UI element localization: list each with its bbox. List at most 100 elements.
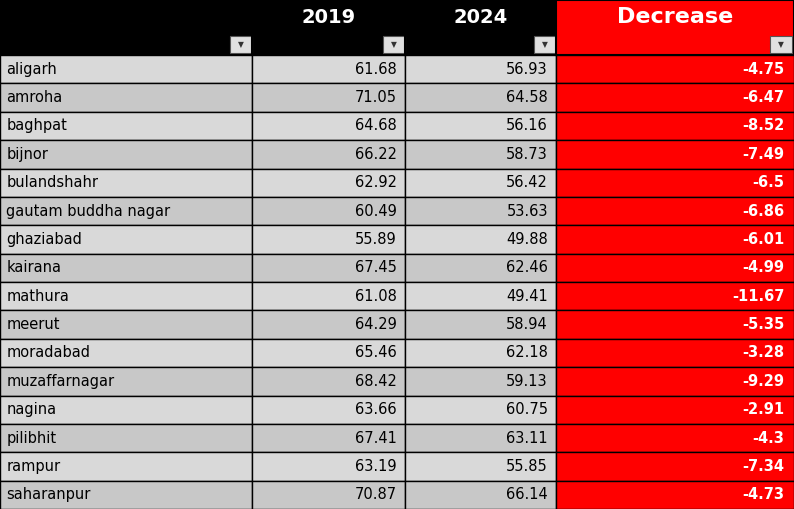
- Text: 61.68: 61.68: [355, 62, 397, 77]
- Bar: [556, 253, 794, 282]
- Text: 49.41: 49.41: [506, 289, 548, 304]
- Bar: [0, 0, 252, 34]
- Text: 64.29: 64.29: [355, 317, 397, 332]
- Bar: [0, 140, 252, 168]
- Text: 63.66: 63.66: [356, 402, 397, 417]
- Bar: [405, 339, 556, 367]
- Text: -8.52: -8.52: [742, 119, 784, 133]
- Text: 53.63: 53.63: [507, 204, 548, 218]
- Text: 67.41: 67.41: [355, 431, 397, 445]
- Bar: [230, 36, 252, 53]
- Bar: [405, 112, 556, 140]
- Bar: [252, 112, 405, 140]
- Text: -4.73: -4.73: [742, 487, 784, 502]
- Bar: [556, 168, 794, 197]
- Text: -4.99: -4.99: [742, 260, 784, 275]
- Bar: [0, 55, 252, 83]
- Bar: [405, 395, 556, 424]
- Bar: [252, 339, 405, 367]
- Bar: [556, 34, 794, 55]
- Text: -3.28: -3.28: [742, 346, 784, 360]
- Text: rampur: rampur: [6, 459, 60, 474]
- Bar: [0, 253, 252, 282]
- Bar: [0, 225, 252, 253]
- Text: 60.75: 60.75: [506, 402, 548, 417]
- Text: ▼: ▼: [238, 40, 245, 49]
- Bar: [405, 83, 556, 112]
- Text: 58.94: 58.94: [506, 317, 548, 332]
- Text: 55.89: 55.89: [355, 232, 397, 247]
- Bar: [556, 424, 794, 453]
- Text: 58.73: 58.73: [506, 147, 548, 162]
- Bar: [405, 55, 556, 83]
- Text: saharanpur: saharanpur: [6, 487, 91, 502]
- Text: 63.19: 63.19: [356, 459, 397, 474]
- Text: muzaffarnagar: muzaffarnagar: [6, 374, 114, 389]
- Bar: [252, 395, 405, 424]
- Bar: [252, 367, 405, 395]
- Bar: [252, 0, 405, 34]
- Bar: [405, 225, 556, 253]
- Text: aligarh: aligarh: [6, 62, 57, 77]
- Bar: [252, 83, 405, 112]
- Bar: [405, 0, 556, 34]
- Text: -7.49: -7.49: [742, 147, 784, 162]
- Bar: [405, 310, 556, 339]
- Bar: [252, 424, 405, 453]
- Text: ▼: ▼: [391, 40, 397, 49]
- Bar: [0, 367, 252, 395]
- Bar: [770, 36, 792, 53]
- Bar: [556, 310, 794, 339]
- Text: -7.34: -7.34: [742, 459, 784, 474]
- Bar: [252, 34, 405, 55]
- Text: 62.46: 62.46: [506, 260, 548, 275]
- Text: 71.05: 71.05: [355, 90, 397, 105]
- Text: 67.45: 67.45: [355, 260, 397, 275]
- Text: 64.58: 64.58: [506, 90, 548, 105]
- Text: -6.5: -6.5: [753, 175, 784, 190]
- Bar: [0, 112, 252, 140]
- Bar: [383, 36, 405, 53]
- Bar: [405, 367, 556, 395]
- Text: mathura: mathura: [6, 289, 69, 304]
- Text: 66.14: 66.14: [506, 487, 548, 502]
- Bar: [252, 310, 405, 339]
- Bar: [556, 395, 794, 424]
- Text: 65.46: 65.46: [355, 346, 397, 360]
- Bar: [0, 197, 252, 225]
- Bar: [0, 424, 252, 453]
- Text: -9.29: -9.29: [742, 374, 784, 389]
- Text: 60.49: 60.49: [355, 204, 397, 218]
- Text: 68.42: 68.42: [355, 374, 397, 389]
- Text: nagina: nagina: [6, 402, 56, 417]
- Bar: [252, 225, 405, 253]
- Bar: [534, 36, 556, 53]
- Text: 64.68: 64.68: [355, 119, 397, 133]
- Bar: [405, 424, 556, 453]
- Text: pilibhit: pilibhit: [6, 431, 56, 445]
- Bar: [556, 83, 794, 112]
- Text: baghpat: baghpat: [6, 119, 67, 133]
- Text: 49.88: 49.88: [506, 232, 548, 247]
- Bar: [405, 480, 556, 509]
- Bar: [556, 112, 794, 140]
- Bar: [0, 34, 252, 55]
- Bar: [405, 197, 556, 225]
- Text: 2024: 2024: [453, 8, 507, 26]
- Bar: [252, 55, 405, 83]
- Text: 59.13: 59.13: [507, 374, 548, 389]
- Text: -2.91: -2.91: [742, 402, 784, 417]
- Text: 56.93: 56.93: [507, 62, 548, 77]
- Bar: [556, 453, 794, 480]
- Text: ▼: ▼: [778, 40, 784, 49]
- Bar: [405, 34, 556, 55]
- Bar: [252, 253, 405, 282]
- Bar: [0, 480, 252, 509]
- Text: kairana: kairana: [6, 260, 61, 275]
- Bar: [405, 140, 556, 168]
- Text: ▼: ▼: [542, 40, 548, 49]
- Text: 2019: 2019: [302, 8, 356, 26]
- Bar: [0, 395, 252, 424]
- Bar: [556, 282, 794, 310]
- Text: 66.22: 66.22: [355, 147, 397, 162]
